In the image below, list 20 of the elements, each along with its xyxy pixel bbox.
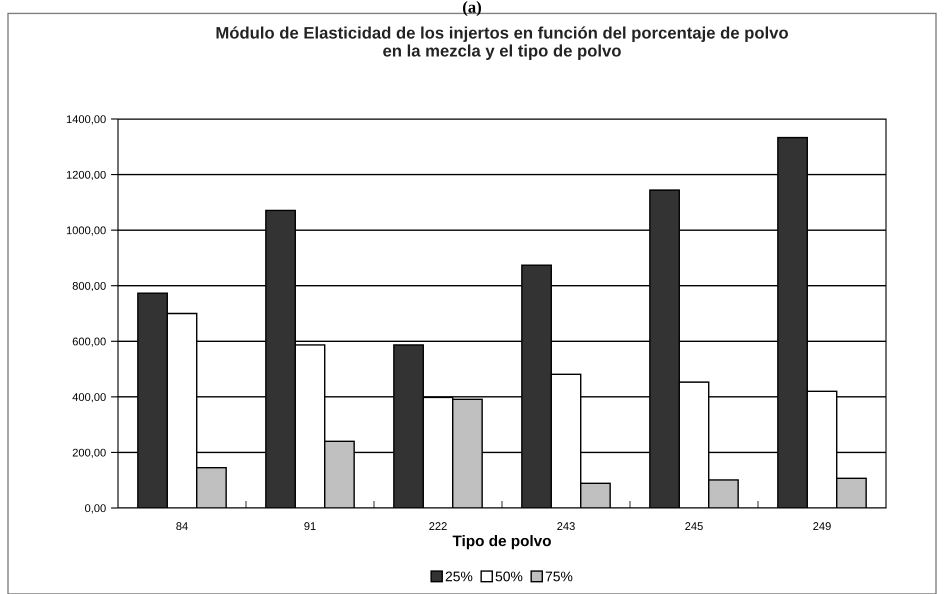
chart-title: Módulo de Elasticidad de los injertos en función del porcentaje de polvo en la mezcla y el tipo de polvo	[216, 26, 788, 60]
x-tick-label: 249	[813, 522, 831, 530]
x-tick-label: 245	[685, 522, 703, 530]
y-tick-label: 1200,00	[66, 170, 106, 180]
x-tick-label: 222	[429, 522, 447, 530]
x-tick-label: 91	[304, 522, 316, 530]
y-tick-label: 800,00	[72, 282, 106, 292]
y-tick-label: 600,00	[72, 338, 106, 347]
legend-label: 75%	[546, 572, 572, 582]
text: (a)	[463, 1, 481, 16]
y-tick-label: 0,00	[85, 504, 106, 514]
y-tick-label: 1000,00	[66, 226, 106, 236]
legend-label: 50%	[496, 572, 522, 582]
y-tick-label: 1400,00	[66, 115, 106, 124]
y-tick-label: 200,00	[72, 448, 106, 458]
x-axis-title: Tipo de polvo	[452, 535, 551, 550]
y-tick-label: 400,00	[72, 393, 106, 402]
x-tick-label: 84	[176, 522, 188, 530]
x-tick-label: 243	[557, 522, 575, 530]
legend-label: 25%	[446, 572, 472, 582]
